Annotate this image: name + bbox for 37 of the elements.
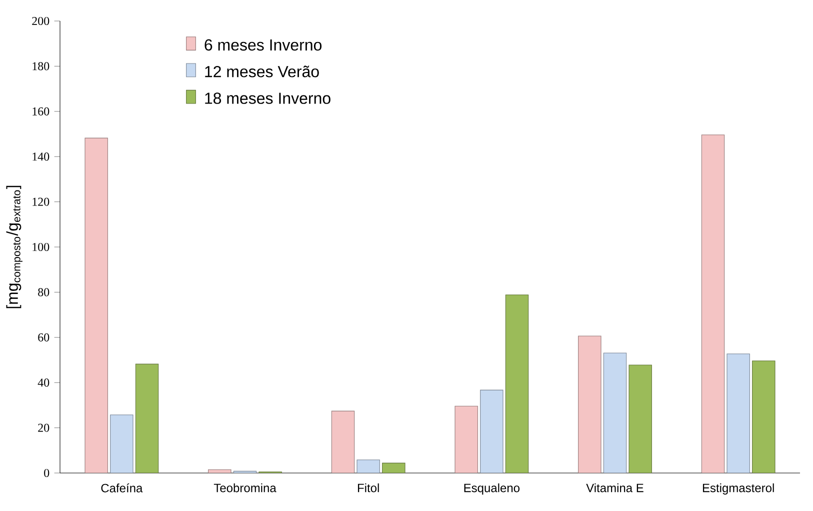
x-tick-label: Vitamina E — [586, 483, 644, 492]
y-tick-label: 140 — [32, 152, 50, 161]
bar — [331, 410, 355, 473]
y-tick-label: 120 — [32, 198, 50, 206]
bar — [505, 294, 529, 473]
legend-label: 18 meses Inverno — [205, 92, 330, 104]
bar — [208, 469, 232, 473]
bar — [454, 406, 478, 473]
bar — [84, 138, 108, 473]
legend-label: 12 meses Verão — [205, 66, 319, 78]
y-tick-label: 80 — [38, 288, 50, 296]
bar — [382, 462, 406, 473]
bar — [356, 460, 380, 473]
bar — [726, 354, 750, 473]
x-tick-label: Esqualeno — [464, 483, 520, 495]
y-tick-label: 200 — [32, 16, 50, 26]
bar — [135, 364, 159, 473]
bar — [701, 134, 725, 473]
y-tick-label: 160 — [32, 107, 50, 116]
y-tick-label: 0 — [44, 468, 50, 478]
bar — [752, 360, 776, 473]
x-tick-label: Cafeína — [101, 483, 143, 492]
y-tick-label: 100 — [32, 242, 50, 252]
y-axis-title: [mg$_{composto}$/g$_{extrato}$] — [6, 186, 22, 308]
bar — [603, 352, 627, 473]
x-tick-label: Estigmasterol — [702, 483, 774, 495]
legend-label: 6 meses Inverno — [204, 39, 322, 51]
bar — [480, 390, 504, 473]
y-tick-label: 180 — [32, 62, 50, 70]
bar — [578, 336, 602, 473]
x-tick-label: Teobromina — [214, 483, 276, 492]
y-tick-label: 40 — [38, 378, 50, 387]
bar — [110, 414, 134, 473]
y-tick-label: 20 — [38, 424, 50, 432]
bar — [628, 364, 652, 473]
x-tick-label: Fitol — [358, 483, 379, 492]
y-tick-label: 60 — [38, 333, 50, 342]
